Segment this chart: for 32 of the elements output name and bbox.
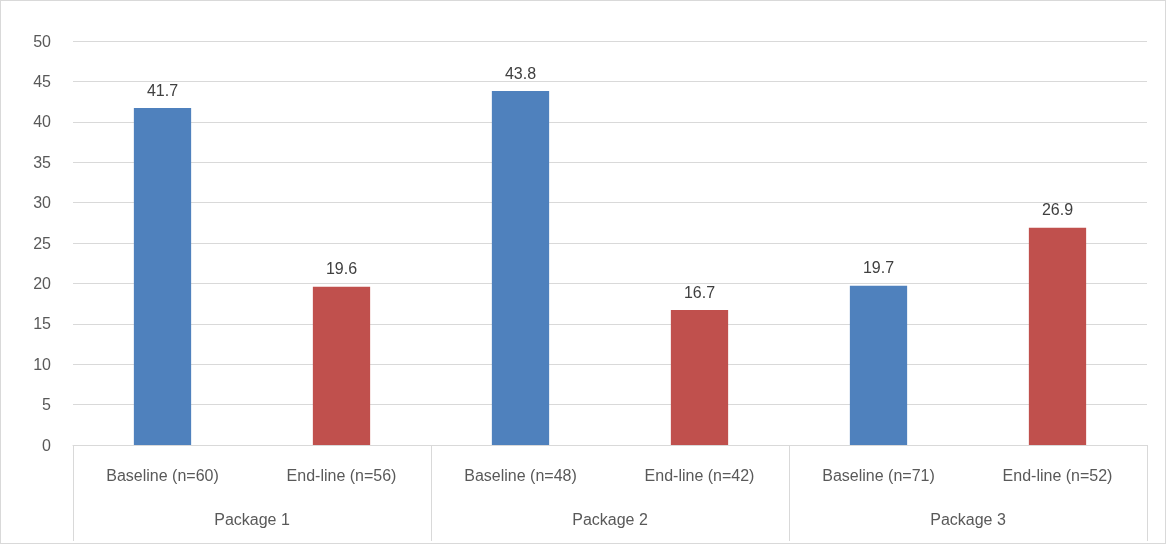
bar	[670, 310, 729, 445]
bar	[849, 285, 908, 445]
text: Package 2	[572, 510, 648, 528]
bar	[133, 108, 192, 445]
data-label: 16.7	[683, 283, 716, 301]
y-tick-label: 50	[33, 32, 52, 50]
y-tick-label: 20	[33, 274, 52, 292]
y-tick-label: 45	[33, 72, 52, 90]
text: Package 1	[214, 510, 290, 528]
x-tick-label: Baseline (n=48)	[464, 466, 577, 484]
x-tick-label: Baseline (n=60)	[106, 466, 219, 484]
bar	[312, 286, 371, 445]
y-tick-label: 25	[33, 234, 52, 252]
y-tick-label: 30	[33, 194, 52, 212]
text: Package 3	[930, 510, 1006, 528]
y-tick-label: 0	[42, 436, 52, 454]
y-tick-label: 15	[33, 315, 52, 333]
data-label: 26.9	[1041, 201, 1074, 219]
data-label: 19.6	[325, 260, 358, 278]
data-label: 19.7	[862, 259, 895, 277]
bar	[491, 91, 550, 445]
y-tick-label: 10	[33, 355, 52, 373]
y-tick-label: 5	[42, 396, 52, 414]
x-tick-label: Baseline (n=71)	[822, 466, 935, 484]
data-label: 43.8	[504, 64, 537, 82]
x-tick-label: End-line (n=52)	[1002, 466, 1113, 484]
data-label: 41.7	[146, 81, 179, 99]
y-tick-label: 35	[33, 153, 52, 171]
x-tick-label: End-line (n=42)	[644, 466, 755, 484]
y-tick-label: 40	[33, 113, 52, 131]
bar	[1028, 227, 1087, 445]
x-tick-label: End-line (n=56)	[286, 466, 397, 484]
